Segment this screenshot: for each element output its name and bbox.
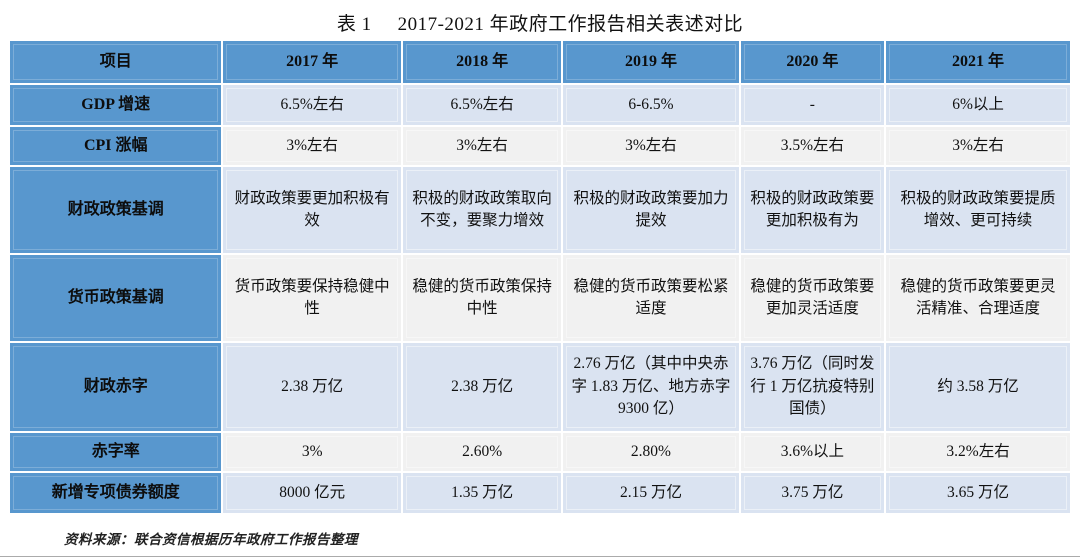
table-row-monetary-policy: 货币政策基调 货币政策要保持稳健中性 稳健的货币政策保持中性 稳健的货币政策要松… bbox=[7, 253, 1072, 343]
row-header-cell: 货币政策基调 bbox=[7, 253, 224, 343]
table-cell: 8000 亿元 bbox=[221, 471, 403, 515]
table-cell: 货币政策要保持稳健中性 bbox=[221, 253, 403, 343]
table-cell: 稳健的货币政策要更灵活精准、合理适度 bbox=[884, 253, 1072, 343]
table-cell: 积极的财政政策要更加积极有为 bbox=[738, 165, 887, 255]
table-cell: 积极的财政政策要提质增效、更可持续 bbox=[884, 165, 1072, 255]
source-note: 资料来源：联合资信根据历年政府工作报告整理 bbox=[64, 532, 358, 547]
table-row-cpi: CPI 涨幅 3%左右 3%左右 3%左右 3.5%左右 3%左右 bbox=[7, 125, 1072, 167]
table-cell: 3.5%左右 bbox=[738, 125, 887, 167]
column-header-item: 项目 bbox=[7, 39, 224, 85]
table-cell: 3.65 万亿 bbox=[884, 471, 1072, 515]
column-header-2021: 2021 年 bbox=[884, 39, 1072, 85]
table-cell: 稳健的货币政策要更加灵活适度 bbox=[738, 253, 887, 343]
government-report-comparison-table: 项目 2017 年 2018 年 2019 年 2020 年 2021 年 GD… bbox=[7, 39, 1072, 515]
table-cell: 3%左右 bbox=[221, 125, 403, 167]
table-cell: 3.6%以上 bbox=[738, 431, 887, 473]
table-cell: 6.5%左右 bbox=[400, 83, 564, 127]
table-cell: 积极的财政政策取向不变，要聚力增效 bbox=[400, 165, 564, 255]
table-cell: 3.2%左右 bbox=[884, 431, 1072, 473]
table-cell: 稳健的货币政策保持中性 bbox=[400, 253, 564, 343]
table-row-special-bond-quota: 新增专项债券额度 8000 亿元 1.35 万亿 2.15 万亿 3.75 万亿… bbox=[7, 471, 1072, 515]
table-title: 表 1 2017-2021 年政府工作报告相关表述对比 bbox=[0, 0, 1080, 38]
row-header-cell: 赤字率 bbox=[7, 431, 224, 473]
row-header-cell: CPI 涨幅 bbox=[7, 125, 224, 167]
table-row-fiscal-deficit: 财政赤字 2.38 万亿 2.38 万亿 2.76 万亿（其中中央赤字 1.83… bbox=[7, 341, 1072, 433]
bottom-divider bbox=[0, 556, 1080, 557]
column-header-2020: 2020 年 bbox=[738, 39, 887, 85]
table-cell: 3%左右 bbox=[561, 125, 741, 167]
table-cell: 3% bbox=[221, 431, 403, 473]
table-cell: 积极的财政政策要加力提效 bbox=[561, 165, 741, 255]
table-row-deficit-ratio: 赤字率 3% 2.60% 2.80% 3.6%以上 3.2%左右 bbox=[7, 431, 1072, 473]
table-cell: 2.38 万亿 bbox=[221, 341, 403, 433]
table-cell: 2.15 万亿 bbox=[561, 471, 741, 515]
table-cell: 财政政策要更加积极有效 bbox=[221, 165, 403, 255]
table-cell: 3.76 万亿（同时发行 1 万亿抗疫特别国债） bbox=[738, 341, 887, 433]
row-header-cell: GDP 增速 bbox=[7, 83, 224, 127]
table-cell: 2.76 万亿（其中中央赤字 1.83 万亿、地方赤字 9300 亿） bbox=[561, 341, 741, 433]
table-cell: 6-6.5% bbox=[561, 83, 741, 127]
table-cell: 稳健的货币政策要松紧适度 bbox=[561, 253, 741, 343]
row-header-cell: 财政赤字 bbox=[7, 341, 224, 433]
table-row-gdp-growth: GDP 增速 6.5%左右 6.5%左右 6-6.5% - 6%以上 bbox=[7, 83, 1072, 127]
table-cell: 2.80% bbox=[561, 431, 741, 473]
table-header-row: 项目 2017 年 2018 年 2019 年 2020 年 2021 年 bbox=[7, 39, 1072, 85]
table-cell: 1.35 万亿 bbox=[400, 471, 564, 515]
table-cell: - bbox=[738, 83, 887, 127]
table-cell: 6.5%左右 bbox=[221, 83, 403, 127]
table-cell: 3.75 万亿 bbox=[738, 471, 887, 515]
table-cell: 2.38 万亿 bbox=[400, 341, 564, 433]
column-header-2017: 2017 年 bbox=[221, 39, 403, 85]
table-cell: 2.60% bbox=[400, 431, 564, 473]
table-cell: 3%左右 bbox=[884, 125, 1072, 167]
column-header-2019: 2019 年 bbox=[561, 39, 741, 85]
column-header-2018: 2018 年 bbox=[400, 39, 564, 85]
table-title-label: 表 1 bbox=[336, 14, 372, 35]
table-cell: 约 3.58 万亿 bbox=[884, 341, 1072, 433]
table-cell: 3%左右 bbox=[400, 125, 564, 167]
table-row-fiscal-policy: 财政政策基调 财政政策要更加积极有效 积极的财政政策取向不变，要聚力增效 积极的… bbox=[7, 165, 1072, 255]
row-header-cell: 新增专项债券额度 bbox=[7, 471, 224, 515]
table-title-text: 2017-2021 年政府工作报告相关表述对比 bbox=[397, 14, 744, 35]
table-cell: 6%以上 bbox=[884, 83, 1072, 127]
row-header-cell: 财政政策基调 bbox=[7, 165, 224, 255]
